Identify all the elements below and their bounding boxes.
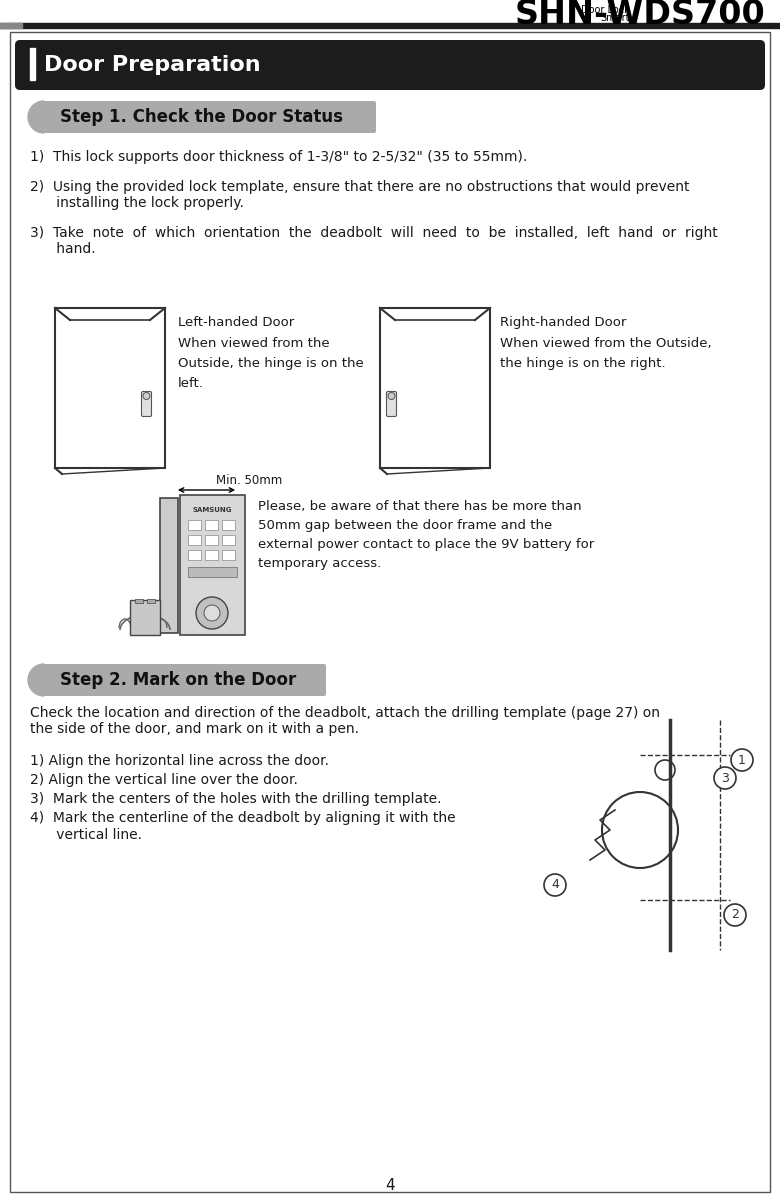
Bar bbox=[222, 535, 235, 545]
FancyBboxPatch shape bbox=[42, 664, 326, 696]
FancyBboxPatch shape bbox=[42, 101, 376, 133]
Text: SAMSUNG: SAMSUNG bbox=[192, 507, 232, 513]
Bar bbox=[130, 600, 160, 635]
Text: Min. 50mm: Min. 50mm bbox=[217, 474, 282, 487]
Bar bbox=[30, 48, 35, 81]
Text: 2)  Using the provided lock template, ensure that there are no obstructions that: 2) Using the provided lock template, ens… bbox=[30, 180, 690, 194]
Text: Step 2. Mark on the Door: Step 2. Mark on the Door bbox=[60, 671, 296, 689]
FancyBboxPatch shape bbox=[15, 40, 765, 90]
Circle shape bbox=[724, 904, 746, 926]
Bar bbox=[160, 498, 178, 633]
Text: Left-handed Door: Left-handed Door bbox=[178, 316, 294, 329]
Bar bbox=[180, 495, 245, 635]
Wedge shape bbox=[28, 101, 44, 133]
Text: Door Lock: Door Lock bbox=[581, 5, 630, 14]
Text: Please, be aware of that there has be more than
50mm gap between the door frame : Please, be aware of that there has be mo… bbox=[258, 500, 594, 570]
Text: 2: 2 bbox=[731, 909, 739, 922]
Text: 3: 3 bbox=[721, 772, 729, 785]
Text: vertical line.: vertical line. bbox=[30, 828, 142, 841]
Text: installing the lock properly.: installing the lock properly. bbox=[30, 196, 244, 210]
Bar bbox=[380, 308, 490, 468]
Circle shape bbox=[143, 393, 150, 399]
Bar bbox=[205, 535, 218, 545]
Circle shape bbox=[196, 597, 228, 629]
Text: Smart: Smart bbox=[601, 13, 630, 23]
Bar bbox=[0, 0, 780, 28]
Bar bbox=[222, 520, 235, 530]
Text: 1: 1 bbox=[738, 754, 746, 767]
Text: SHN-WDS700: SHN-WDS700 bbox=[514, 0, 765, 30]
Text: Door Preparation: Door Preparation bbox=[44, 55, 261, 75]
Text: Step 1. Check the Door Status: Step 1. Check the Door Status bbox=[60, 108, 343, 126]
Bar bbox=[188, 551, 201, 560]
Bar bbox=[188, 520, 201, 530]
Text: hand.: hand. bbox=[30, 242, 96, 256]
Text: 1)  This lock supports door thickness of 1-3/8" to 2-5/32" (35 to 55mm).: 1) This lock supports door thickness of … bbox=[30, 150, 527, 163]
Bar bbox=[205, 520, 218, 530]
Circle shape bbox=[714, 767, 736, 789]
Text: 4: 4 bbox=[551, 879, 559, 892]
Text: When viewed from the Outside,
the hinge is on the right.: When viewed from the Outside, the hinge … bbox=[500, 337, 711, 370]
Circle shape bbox=[388, 393, 395, 399]
Circle shape bbox=[544, 874, 566, 895]
Text: 3)  Take  note  of  which  orientation  the  deadbolt  will  need  to  be  insta: 3) Take note of which orientation the de… bbox=[30, 226, 718, 240]
Circle shape bbox=[204, 605, 220, 621]
Bar bbox=[147, 599, 155, 603]
Text: Check the location and direction of the deadbolt, attach the drilling template (: Check the location and direction of the … bbox=[30, 706, 660, 720]
Text: Right-handed Door: Right-handed Door bbox=[500, 316, 626, 329]
Text: 4: 4 bbox=[385, 1178, 395, 1192]
Bar bbox=[205, 551, 218, 560]
Text: the side of the door, and mark on it with a pen.: the side of the door, and mark on it wit… bbox=[30, 722, 359, 736]
FancyBboxPatch shape bbox=[387, 392, 396, 417]
Text: 2) Align the vertical line over the door.: 2) Align the vertical line over the door… bbox=[30, 773, 298, 787]
Text: When viewed from the
Outside, the hinge is on the
left.: When viewed from the Outside, the hinge … bbox=[178, 337, 363, 389]
Bar bbox=[0, 23, 22, 28]
Circle shape bbox=[731, 749, 753, 770]
Bar bbox=[188, 535, 201, 545]
Bar bbox=[0, 23, 780, 28]
Bar bbox=[135, 599, 143, 603]
Bar bbox=[222, 551, 235, 560]
Text: 3)  Mark the centers of the holes with the drilling template.: 3) Mark the centers of the holes with th… bbox=[30, 792, 441, 807]
FancyBboxPatch shape bbox=[141, 392, 151, 417]
Text: 4)  Mark the centerline of the deadbolt by aligning it with the: 4) Mark the centerline of the deadbolt b… bbox=[30, 811, 456, 825]
Bar bbox=[188, 567, 237, 577]
Bar bbox=[55, 308, 165, 468]
Wedge shape bbox=[28, 664, 44, 696]
Text: 1) Align the horizontal line across the door.: 1) Align the horizontal line across the … bbox=[30, 754, 329, 768]
